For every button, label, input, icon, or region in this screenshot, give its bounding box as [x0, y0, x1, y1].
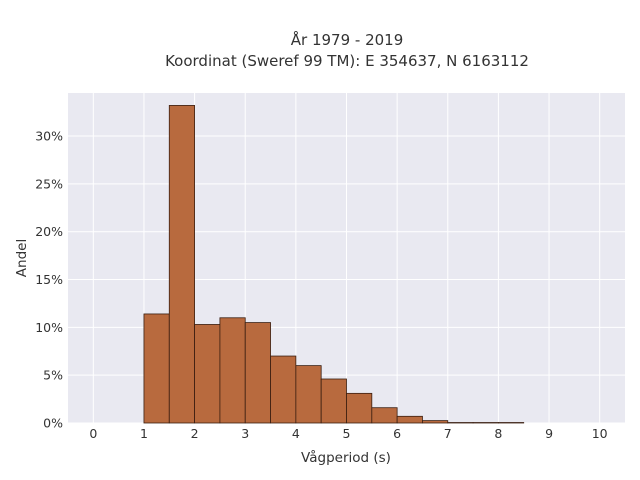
histogram-bar — [371, 407, 398, 424]
histogram-bar — [346, 392, 373, 424]
bars — [143, 105, 525, 424]
x-axis-label: Vågperiod (s) — [301, 449, 391, 466]
histogram-bar — [194, 324, 221, 424]
histogram-bar — [168, 105, 195, 424]
chart-title-line-1: År 1979 - 2019 — [291, 30, 404, 49]
x-tick-label: 5 — [343, 426, 351, 441]
histogram-bar — [422, 420, 449, 424]
x-tick-label: 7 — [444, 426, 452, 441]
chart-title-line-2: Koordinat (Sweref 99 TM): E 354637, N 61… — [165, 52, 529, 70]
x-tick-label: 8 — [494, 426, 502, 441]
y-axis-label: Andel — [14, 239, 30, 277]
x-tick-label: 6 — [393, 426, 401, 441]
x-tick-label: 4 — [292, 426, 300, 441]
y-tick-label: 25% — [35, 176, 63, 191]
histogram-bar — [320, 378, 347, 424]
histogram-bar — [143, 313, 170, 424]
histogram-bar — [295, 365, 322, 424]
histogram-bar — [270, 355, 297, 424]
x-tick-label: 3 — [241, 426, 249, 441]
y-axis-ticks: 0% 5% 10% 15% 20% 25% 30% — [35, 129, 63, 431]
y-tick-label: 10% — [35, 320, 63, 335]
y-tick-label: 15% — [35, 272, 63, 287]
x-tick-label: 1 — [140, 426, 148, 441]
x-tick-label: 9 — [545, 426, 553, 441]
x-tick-label: 2 — [191, 426, 199, 441]
y-tick-label: 30% — [35, 129, 63, 144]
y-tick-label: 0% — [43, 416, 63, 431]
histogram-bar — [244, 322, 271, 424]
x-axis-ticks: 0 1 2 3 4 5 6 7 8 9 10 — [89, 426, 607, 441]
histogram-bar — [219, 317, 246, 424]
x-tick-label: 10 — [592, 426, 608, 441]
y-tick-label: 20% — [35, 224, 63, 239]
x-tick-label: 0 — [89, 426, 97, 441]
y-tick-label: 5% — [43, 368, 63, 383]
histogram-bar — [396, 415, 423, 424]
